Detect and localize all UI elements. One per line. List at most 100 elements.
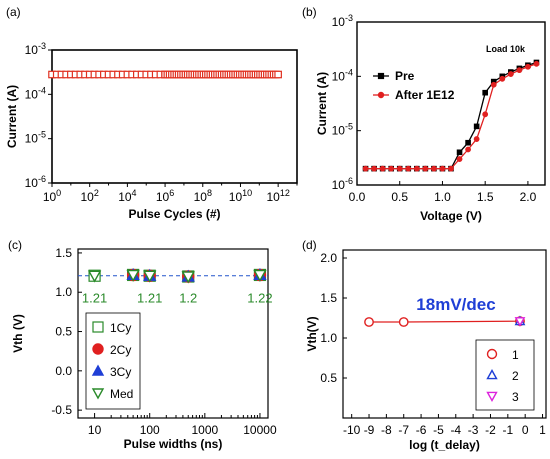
y-tick-label: 0.0 <box>55 364 72 378</box>
legend-label: 2 <box>512 369 519 383</box>
data-label: 1.22 <box>247 291 272 306</box>
legend-label: Pre <box>395 69 415 83</box>
y-tick-label: 0.5 <box>320 371 337 385</box>
data-point <box>439 165 446 172</box>
data-point <box>396 165 403 172</box>
data-point <box>362 165 369 172</box>
data-point <box>482 111 489 118</box>
data-point <box>456 149 463 156</box>
x-tick-label: 0.5 <box>391 190 408 204</box>
legend-marker <box>377 91 385 99</box>
y-tick-label: 0.5 <box>55 325 72 339</box>
x-tick-label: 1012 <box>266 188 289 204</box>
data-point <box>533 60 540 67</box>
data-point <box>253 269 267 282</box>
panel-b: (b) 0.0 0.5 1.0 1.5 2.0 10-3 10-4 10-5 10-6 Voltag… <box>302 5 546 223</box>
legend-label: 2Cy <box>110 343 131 357</box>
x-tick-label: -2 <box>485 423 496 437</box>
data-point <box>514 317 526 327</box>
data-point <box>379 165 386 172</box>
legend-marker <box>91 364 105 376</box>
series-line <box>365 63 537 170</box>
legend-label: After 1E12 <box>395 88 455 102</box>
x-tick-label: 104 <box>118 188 136 204</box>
data-point <box>398 317 409 327</box>
panel-label: (d) <box>302 238 317 252</box>
y-tick-label: 10-5 <box>25 130 46 146</box>
x-tick-label: 1 <box>539 423 546 437</box>
data-point <box>507 71 514 77</box>
data-point <box>371 165 377 172</box>
panel-c: (c) 10 100 1000 10000 1.5 1.0 0.5 0.0 -0.5 Pulse w… <box>8 238 277 451</box>
legend-marker <box>91 388 105 400</box>
legend-box <box>475 339 535 411</box>
y-tick-label: 2.0 <box>320 251 337 265</box>
data-point <box>473 123 480 130</box>
data-point <box>465 146 471 153</box>
x-tick-label: 1.0 <box>434 190 451 204</box>
data-point <box>413 165 420 172</box>
y-tick-label: 1.5 <box>320 291 337 305</box>
x-tick-label: -1 <box>502 423 513 437</box>
legend-marker <box>92 343 104 355</box>
x-axis-label: log (t_delay) <box>409 438 480 452</box>
x-tick-label: -4 <box>450 423 461 437</box>
legend-label: 3Cy <box>110 365 131 379</box>
y-tick-label: 1.5 <box>55 246 72 260</box>
x-tick-label: -10 <box>343 423 361 437</box>
data-point <box>87 270 102 283</box>
plot-frame <box>342 249 547 419</box>
data-point <box>364 317 374 327</box>
legend-marker <box>486 348 498 360</box>
y-axis-label: Vth (V) <box>11 314 25 353</box>
x-tick-label: -5 <box>433 423 444 437</box>
data-point <box>405 165 412 172</box>
series-3 <box>87 269 267 284</box>
data-point <box>499 75 506 82</box>
y-tick-label: 10-6 <box>25 174 46 190</box>
data-point <box>525 63 531 70</box>
legend-label: 3 <box>512 390 519 404</box>
legend-marker <box>377 72 385 80</box>
legend-marker <box>92 321 104 333</box>
data-label: 1.2 <box>179 291 197 306</box>
x-tick-label: 1010 <box>229 188 252 204</box>
series-line <box>369 320 520 323</box>
y-axis-label: Current (A) <box>5 85 19 148</box>
data-point <box>490 81 497 88</box>
x-tick-label: -9 <box>364 423 375 437</box>
x-tick-label: 0 <box>522 423 529 437</box>
panel-label: (b) <box>302 5 317 19</box>
y-tick-label: -0.5 <box>51 403 72 417</box>
data-label: 1.21 <box>137 291 162 306</box>
series-0 <box>364 316 525 327</box>
x-axis-label: Voltage (V) <box>420 209 482 223</box>
x-axis-label: Pulse widths (ns) <box>124 437 223 451</box>
x-tick-label: -6 <box>416 423 427 437</box>
x-tick-label: 10000 <box>243 423 277 437</box>
panel-label: (a) <box>6 5 21 19</box>
legend-label: Med <box>110 387 133 401</box>
y-tick-label: 10-6 <box>332 176 353 192</box>
x-tick-label: 2.0 <box>520 190 537 204</box>
legend-marker <box>486 391 498 402</box>
plot-frame <box>77 248 269 419</box>
data-point <box>143 270 157 283</box>
series-2 <box>514 317 526 327</box>
data-point <box>388 165 395 172</box>
y-tick-label: 10-5 <box>332 122 353 138</box>
x-tick-label: -8 <box>381 423 392 437</box>
data-label: 1.21 <box>82 291 107 306</box>
y-axis-label: Current (A) <box>315 72 329 135</box>
panel-label: (c) <box>8 238 22 252</box>
x-tick-label: 108 <box>194 188 212 204</box>
x-tick-label: -3 <box>468 423 479 437</box>
x-tick-label: 10 <box>88 423 102 437</box>
data-point <box>422 165 429 172</box>
legend-marker <box>486 369 498 380</box>
x-tick-label: 100 <box>140 423 160 437</box>
x-tick-label: 102 <box>81 188 99 204</box>
data-point <box>516 67 523 74</box>
y-tick-label: 10-3 <box>332 13 353 29</box>
